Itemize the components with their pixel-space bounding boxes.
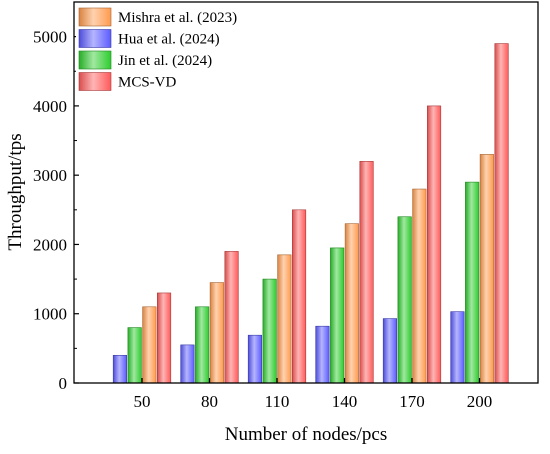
bar-jin-et-al-2024-110 (262, 278, 277, 384)
y-tick-label-2000: 2000 (33, 235, 67, 254)
legend-item-mcs-vd: MCS-VD (78, 72, 177, 91)
legend-item-jin-et-al-2024: Jin et al. (2024) (78, 50, 212, 70)
legend: Mishra et al. (2023) Hua et al. (2024) Jin… (76, 5, 258, 96)
legend-item-mishra-et-al-2023: Mishra et al. (2023) (78, 7, 237, 27)
y-tick-label-0: 0 (59, 374, 68, 393)
y-tick-label-3000: 3000 (33, 166, 67, 185)
bar-jin-et-al-2024-170 (397, 216, 412, 384)
y-tick-label-5000: 5000 (33, 28, 67, 47)
bar-mishra-et-al-2023-110 (277, 254, 292, 384)
x-tick-label-80: 80 (201, 392, 218, 411)
bar-group-200 (450, 43, 509, 384)
plot-frame (73, 1, 539, 384)
bar-mishra-et-al-2023-140 (344, 223, 359, 384)
bar-mishra-et-al-2023-80 (209, 282, 224, 384)
legend-swatch-mcs-vd (78, 72, 112, 91)
legend-label-hua-et-al-2024: Hua et al. (2024) (118, 32, 220, 48)
bar-mcs-vd-110 (291, 209, 307, 384)
bar-jin-et-al-2024-80 (195, 306, 210, 384)
bar-mishra-et-al-2023-170 (412, 188, 427, 384)
bar-hua-et-al-2024-170 (382, 318, 398, 384)
x-tick-label-170: 170 (399, 392, 425, 411)
bar-jin-et-al-2024-50 (127, 327, 142, 384)
bar-jin-et-al-2024-200 (465, 181, 480, 384)
legend-swatch-hua-et-al-2024 (78, 29, 112, 48)
legend-swatch-mishra-et-al-2023 (78, 7, 112, 27)
x-tick-label-140: 140 (332, 392, 358, 411)
bar-mishra-et-al-2023-200 (479, 154, 494, 384)
bar-mcs-vd-80 (224, 251, 239, 384)
bar-group-110 (247, 209, 307, 384)
bar-mcs-vd-170 (426, 105, 442, 384)
bars-layer (112, 43, 509, 384)
legend-swatch-jin-et-al-2024 (78, 50, 112, 70)
y-tick-label-4000: 4000 (33, 97, 67, 116)
bar-mcs-vd-140 (359, 161, 374, 384)
bar-mcs-vd-200 (494, 43, 509, 384)
legend-label-jin-et-al-2024: Jin et al. (2024) (118, 53, 212, 69)
bar-jin-et-al-2024-140 (330, 247, 345, 384)
bar-group-80 (180, 251, 239, 384)
x-axis-title: Number of nodes/pcs (225, 424, 388, 445)
bar-hua-et-al-2024-110 (247, 334, 262, 384)
bar-group-50 (112, 292, 172, 384)
legend-item-hua-et-al-2024: Hua et al. (2024) (78, 29, 220, 48)
x-tick-label-50: 50 (134, 392, 151, 411)
bar-hua-et-al-2024-200 (450, 311, 465, 384)
bar-mishra-et-al-2023-50 (142, 306, 157, 384)
x-tick-label-110: 110 (265, 392, 290, 411)
y-axis-title: Throughput/tps (5, 133, 26, 250)
x-tick-label-200: 200 (467, 392, 493, 411)
legend-label-mishra-et-al-2023: Mishra et al. (2023) (118, 10, 237, 26)
bar-group-140 (315, 161, 374, 384)
y-tick-label-1000: 1000 (33, 305, 67, 324)
bar-mcs-vd-50 (157, 292, 172, 384)
bar-group-170 (382, 105, 442, 384)
bar-hua-et-al-2024-50 (112, 354, 127, 384)
bar-hua-et-al-2024-140 (315, 325, 330, 384)
legend-label-mcs-vd: MCS-VD (118, 75, 177, 91)
axes-layer: 0 1000 2000 3000 4000 5000 50 80 110 140 170 200 (33, 28, 492, 411)
bar-hua-et-al-2024-80 (180, 344, 195, 384)
